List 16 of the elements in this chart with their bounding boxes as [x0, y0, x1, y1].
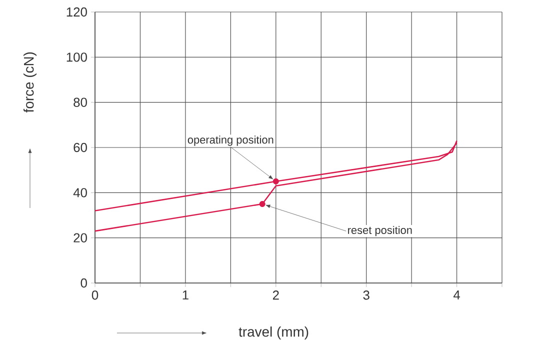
y-tick-label: 100: [66, 52, 87, 62]
y-tick-label: 0: [80, 278, 87, 288]
y-tick-label: 80: [74, 98, 87, 107]
y-tick-label: 20: [74, 233, 87, 242]
annotation: operating position: [188, 136, 274, 146]
y-tick-label: 120: [66, 7, 87, 17]
x-tick-label: 2: [272, 290, 279, 300]
x-tick-label: 3: [363, 290, 370, 300]
y-axis-title: force (cN): [24, 52, 37, 113]
y-tick-label: 60: [74, 142, 87, 152]
x-axis-title: travel (mm): [238, 326, 308, 340]
annotation: reset position: [348, 226, 412, 236]
x-tick-label: 0: [92, 290, 98, 300]
x-tick-label: 4: [453, 290, 460, 300]
x-tick-label: 1: [182, 290, 188, 300]
y-tick-label: 40: [73, 188, 87, 198]
